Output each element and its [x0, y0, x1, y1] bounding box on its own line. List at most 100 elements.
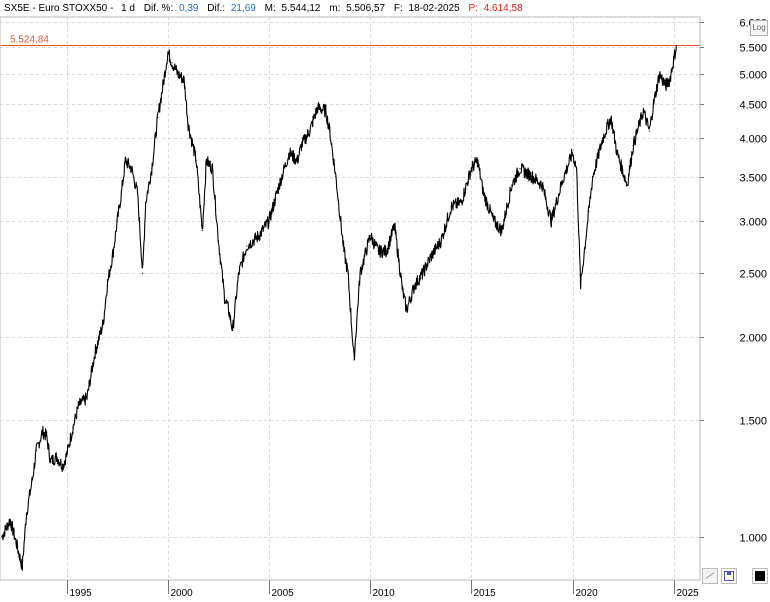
series-point: [470, 167, 472, 170]
series-point: [145, 201, 147, 203]
series-point: [163, 79, 165, 81]
date-value: 18-02-2025: [408, 3, 460, 14]
series-point: [610, 116, 612, 119]
dif-value: 21,69: [230, 3, 256, 14]
draw-line-icon[interactable]: [702, 568, 718, 584]
series-point: [136, 192, 139, 195]
series-point: [9, 519, 11, 521]
series-point: [317, 107, 319, 109]
x-tick-label: 2025: [677, 588, 700, 599]
series-point: [78, 404, 80, 406]
y-tick-label: 2.500: [739, 269, 767, 281]
series-point: [56, 456, 58, 458]
series-point: [21, 566, 23, 568]
series-point: [511, 184, 513, 186]
series-point: [602, 137, 604, 139]
series-point: [665, 85, 667, 87]
series-point: [228, 309, 230, 311]
y-tick-label: 3.000: [739, 217, 767, 229]
save-icon[interactable]: [721, 568, 737, 584]
symbol-label: SX5E - Euro STOXX50 -: [4, 3, 114, 14]
series-point: [642, 110, 644, 112]
series-point: [296, 160, 298, 162]
series-point: [482, 192, 485, 195]
series-point: [288, 152, 290, 154]
y-tick-label: 1.000: [739, 533, 767, 545]
series-point: [300, 144, 303, 147]
period-label: 1 d: [121, 3, 135, 14]
dif-pct-label: Dif. %:: [143, 3, 174, 14]
series-point: [440, 240, 442, 242]
x-tick-label: 2010: [373, 588, 396, 599]
series-point: [460, 201, 462, 203]
series-point: [238, 272, 240, 274]
series-point: [142, 272, 144, 274]
series-point: [675, 45, 677, 47]
x-tick-label: 2015: [474, 588, 497, 599]
y-tick-label: 3.500: [739, 173, 767, 185]
series-point: [632, 144, 634, 147]
series-point: [369, 235, 371, 237]
series-point: [393, 225, 396, 227]
series-point: [94, 351, 96, 353]
y-tick-label: 4.500: [739, 100, 767, 112]
series-point: [232, 329, 234, 331]
series-point: [616, 152, 618, 154]
color-square-icon[interactable]: [752, 568, 768, 584]
series-point: [72, 427, 74, 429]
min-label: m:: [329, 3, 341, 14]
series-point: [673, 59, 675, 61]
log-scale-button[interactable]: Log: [750, 20, 768, 36]
series-point: [531, 176, 533, 178]
series-point: [430, 255, 432, 258]
series-point: [157, 116, 159, 119]
series-point: [343, 250, 345, 252]
series-line: [1, 45, 677, 571]
x-tick-label: 2020: [576, 588, 599, 599]
series-point: [519, 167, 521, 170]
series-point: [493, 220, 495, 222]
series-point: [31, 478, 33, 481]
series-point: [658, 73, 661, 75]
series-point: [45, 435, 48, 437]
series-point: [1, 536, 3, 538]
series-point: [102, 322, 104, 325]
series-point: [187, 123, 189, 125]
series-point: [116, 220, 118, 222]
reference-line-layer: 5.524,84: [0, 35, 700, 46]
series-point: [217, 240, 220, 242]
series-point: [406, 309, 408, 311]
series-point: [450, 206, 452, 208]
series-point: [223, 296, 226, 298]
series-point: [626, 184, 628, 186]
series-point: [648, 130, 651, 132]
series-point: [171, 62, 173, 64]
min-value: 5.506,57: [346, 3, 386, 14]
series-point: [353, 359, 355, 361]
series-point: [130, 167, 133, 170]
series-point: [124, 160, 127, 162]
chart-header: SX5E - Euro STOXX50 - 1 d Dif. %: 0,39 D…: [0, 0, 770, 17]
series-point: [335, 176, 337, 178]
series-point: [211, 167, 214, 170]
series-point: [86, 397, 88, 399]
series-point: [325, 110, 327, 112]
series-point: [151, 167, 153, 170]
date-label: F:: [393, 3, 403, 14]
series-point: [575, 167, 578, 170]
series-point: [205, 160, 207, 162]
axis-layer: 1.000 1.500 2.000 2.500 3.000 3.500 4.000 4.500…: [0, 16, 767, 599]
series-point: [501, 230, 503, 232]
series-point: [167, 51, 169, 53]
series-point: [201, 230, 203, 232]
series-point: [541, 184, 543, 186]
x-tick-label: 2000: [171, 588, 194, 599]
series-point: [268, 220, 270, 222]
series-point: [422, 272, 424, 274]
series-point: [246, 245, 248, 247]
series-point: [402, 290, 404, 292]
series-point: [580, 284, 582, 286]
series-point: [652, 103, 655, 106]
series-point: [571, 152, 574, 154]
